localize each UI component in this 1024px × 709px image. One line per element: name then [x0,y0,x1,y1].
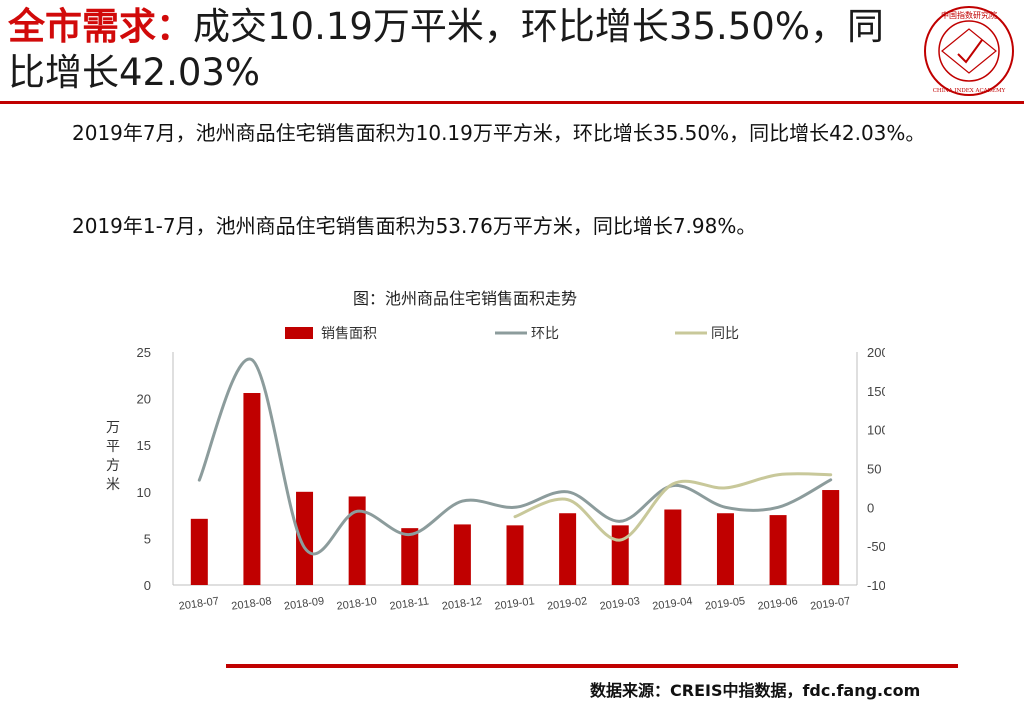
left-axis-label: 万平方米 [106,419,120,492]
right-tick-label: 0 [867,500,874,515]
legend-label: 同比 [711,325,739,341]
left-tick-label: 25 [137,345,151,360]
page-title: 全市需求：成交10.19万平米，环比增长35.50%，同比增长42.03% [8,4,908,96]
bar [453,524,471,585]
bar [664,509,682,585]
x-tick-label: 2019-04 [652,595,694,613]
left-tick-label: 0 [144,578,151,593]
x-tick-label: 2018-08 [231,595,273,613]
right-tick-label: -50 [867,539,885,554]
bar [769,515,787,585]
left-tick-label: 10 [137,485,151,500]
bar [506,525,524,585]
data-source: 数据来源：CREIS中指数据，fdc.fang.com [590,681,921,700]
bar [296,491,314,585]
axis-labels: 0510152025-100-50050100150200万平方米%2018-0… [106,345,885,613]
left-tick-label: 15 [137,438,151,453]
x-tick-label: 2018-07 [178,595,220,613]
chart-legend: 销售面积 环比 同比 [285,325,739,341]
summary-paragraph-ytd: 2019年1-7月，池州商品住宅销售面积为53.76万平方米，同比增长7.98%… [72,214,757,238]
bar [611,525,629,585]
bar [822,490,840,585]
line-同比 [513,472,833,542]
legend-label: 销售面积 [321,325,377,341]
x-tick-label: 2019-05 [704,595,746,613]
summary-paragraph-monthly: 2019年7月，池州商品住宅销售面积为10.19万平方米，环比增长35.50%，… [72,121,926,145]
right-tick-label: 200 [867,345,885,360]
x-tick-label: 2019-02 [546,595,588,613]
line-series [197,357,833,556]
x-tick-label: 2019-01 [494,595,536,613]
page-title-accent: 全市需求： [8,5,193,48]
bar [243,393,261,585]
x-tick-label: 2018-09 [283,595,325,613]
china-index-academy-logo-icon: 中国指数研究院 CHINA INDEX ACADEMY [924,6,1014,96]
x-tick-label: 2019-03 [599,595,641,613]
page-title-text: 成交10.19万平米，环比增长35.50%，同比增长42.03% [8,5,885,94]
bar [559,513,577,585]
logo-text-top: 中国指数研究院 [941,10,997,20]
sales-area-chart: 图：池州商品住宅销售面积走势 销售面积 环比 同比 0 5 10 15 20 25 -100 -5… [106,290,885,613]
line-环比 [197,357,833,556]
bar [716,513,734,585]
bar-series [190,393,840,585]
chart-title: 图：池州商品住宅销售面积走势 [353,290,577,308]
bar [401,528,419,585]
legend-label: 环比 [531,325,559,341]
logo-text-bottom: CHINA INDEX ACADEMY [933,88,1006,94]
left-tick-label: 20 [137,392,151,407]
x-tick-label: 2018-12 [441,595,483,613]
x-tick-label: 2018-10 [336,595,378,613]
right-tick-label: 50 [867,462,881,477]
header-divider [0,101,1024,104]
right-tick-label: 150 [867,384,885,399]
x-tick-label: 2018-11 [389,595,430,612]
legend-swatch [285,327,313,339]
right-tick-label: -100 [867,578,885,593]
bar [190,518,208,585]
left-tick-label: 5 [144,531,151,546]
footer-divider [226,664,958,668]
x-tick-label: 2019-06 [757,595,799,613]
right-tick-label: 100 [867,423,885,438]
x-tick-label: 2019-07 [809,595,851,613]
bar [348,496,366,585]
